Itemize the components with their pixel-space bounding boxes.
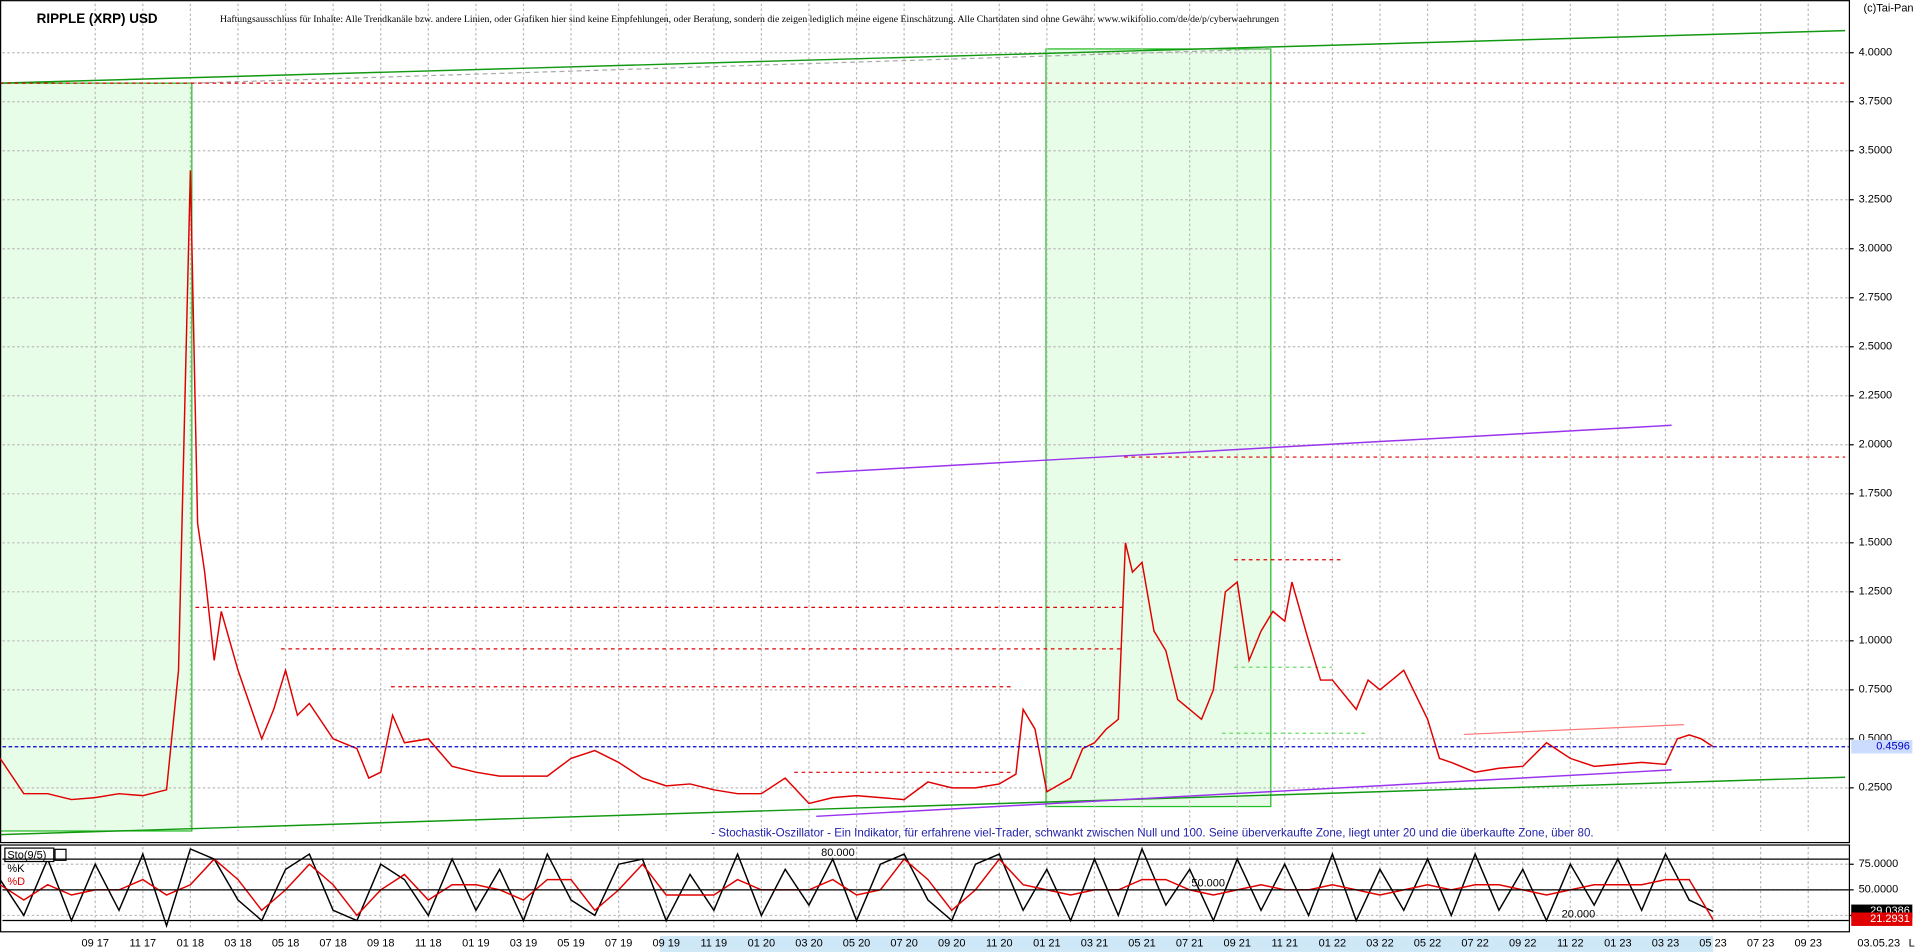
grid: [2, 3, 1849, 929]
x-tick-label: 07 21: [1176, 937, 1204, 949]
trend-line: [816, 424, 1672, 474]
x-tick-label: 11 19: [700, 937, 727, 949]
x-tick-label: 07 18: [319, 937, 347, 949]
y-tick-label: 75.0000: [1859, 858, 1899, 870]
trend-line: [0, 776, 1846, 836]
x-tick-label: 09 23: [1794, 937, 1822, 949]
y-tick-label: 2.2500: [1859, 390, 1893, 402]
zone: [0, 82, 193, 832]
value-label: 21.2931: [1870, 913, 1910, 925]
x-tick-label: 03 23: [1652, 937, 1680, 949]
y-tick-label: 2.5000: [1859, 341, 1893, 353]
x-tick-label: 01 22: [1319, 937, 1347, 949]
x-tick-label: 01 19: [462, 937, 490, 949]
level-label: 50.000: [1191, 878, 1225, 890]
series-line: [0, 170, 1714, 805]
x-tick-label: 11 22: [1557, 937, 1584, 949]
x-tick-label: 05 19: [557, 937, 585, 949]
x-tick-label: 09 22: [1509, 937, 1537, 949]
zone: [1045, 48, 1272, 808]
trend-lines: [0, 29, 1846, 836]
y-tick-label: 3.0000: [1859, 243, 1893, 255]
y-tick-label: 0.7500: [1859, 684, 1893, 696]
y-tick-label: 1.2500: [1859, 586, 1893, 598]
y-tick-label: 1.7500: [1859, 488, 1893, 500]
source: (c)Tai-Pan: [1863, 3, 1913, 15]
y-tick-label: 0.5000: [1859, 733, 1893, 745]
x-tick-label: 09 19: [652, 937, 680, 949]
osc-title-box: [4, 847, 55, 863]
corner-label: L: [1909, 937, 1915, 949]
trend-line: [1463, 724, 1684, 736]
y-tick-label: 3.7500: [1859, 96, 1893, 108]
y-tick-label: 0.2500: [1859, 782, 1893, 794]
x-tick-label: 05 21: [1128, 937, 1156, 949]
y-tick-label: 3.5000: [1859, 145, 1893, 157]
x-tick-label: 11 21: [1271, 937, 1298, 949]
date-highlight: [659, 936, 1714, 952]
x-tick-label: 09 20: [938, 937, 966, 949]
y-tick-label: 4.0000: [1859, 47, 1893, 59]
chart-title: RIPPLE (XRP) USD: [37, 11, 158, 26]
x-tick-label: 07 23: [1747, 937, 1775, 949]
x-tick-label: 09 21: [1223, 937, 1251, 949]
x-tick-label: 03 20: [795, 937, 823, 949]
x-tick-label: 05 23: [1699, 937, 1727, 949]
x-tick-label: 01 21: [1033, 937, 1061, 949]
y-tick-label: 2.7500: [1859, 292, 1893, 304]
x-tick-label: 03 22: [1366, 937, 1394, 949]
x-tick-label: 07 22: [1461, 937, 1489, 949]
x-tick-label: 09 18: [367, 937, 395, 949]
level-label: 20.000: [1562, 908, 1596, 920]
x-tick-label: 09 17: [81, 937, 109, 949]
x-tick-label: 11 18: [415, 937, 442, 949]
x-tick-label: 01 20: [748, 937, 776, 949]
level-label: 80.000: [821, 847, 855, 859]
y-tick-label: 1.0000: [1859, 635, 1893, 647]
osc-button[interactable]: [54, 848, 67, 861]
x-tick-label: 03 21: [1081, 937, 1109, 949]
value-box: [1851, 740, 1913, 754]
trend-line: [191, 48, 1271, 84]
x-tick-label: 03 19: [510, 937, 538, 949]
osc-title: Sto(9/5): [7, 849, 46, 861]
x-tick-label: 11 17: [129, 937, 156, 949]
x-tick-label: 11 20: [986, 937, 1013, 949]
y-tick-label: 2.0000: [1859, 439, 1893, 451]
value-label: 0.4596: [1876, 741, 1910, 753]
date-label: 03.05.23: [1857, 937, 1900, 949]
trend-line: [0, 29, 1846, 84]
x-tick-label: 07 20: [890, 937, 918, 949]
annotation: - Stochastik-Oszillator - Ein Indikator,…: [711, 826, 1593, 839]
main-frame: [0, 0, 1851, 844]
disclaimer: Haftungsausschluss für Inhalte: Alle Tre…: [220, 14, 1279, 25]
x-tick-label: 05 22: [1414, 937, 1442, 949]
x-tick-label: 07 19: [605, 937, 633, 949]
trend-line: [816, 769, 1672, 818]
y-tick-label: 3.2500: [1859, 194, 1893, 206]
x-tick-label: 05 20: [843, 937, 871, 949]
value-box: [1851, 912, 1913, 926]
legend-label: %D: [7, 876, 25, 888]
y-tick-label: 1.5000: [1859, 537, 1893, 549]
x-tick-label: 03 18: [224, 937, 252, 949]
x-tick-label: 01 23: [1604, 937, 1632, 949]
osc-frame: [0, 844, 1851, 933]
legend-label: %K: [7, 863, 25, 875]
x-tick-label: 05 18: [272, 937, 300, 949]
x-tick-label: 01 18: [177, 937, 205, 949]
y-tick-label: 50.0000: [1859, 884, 1899, 896]
